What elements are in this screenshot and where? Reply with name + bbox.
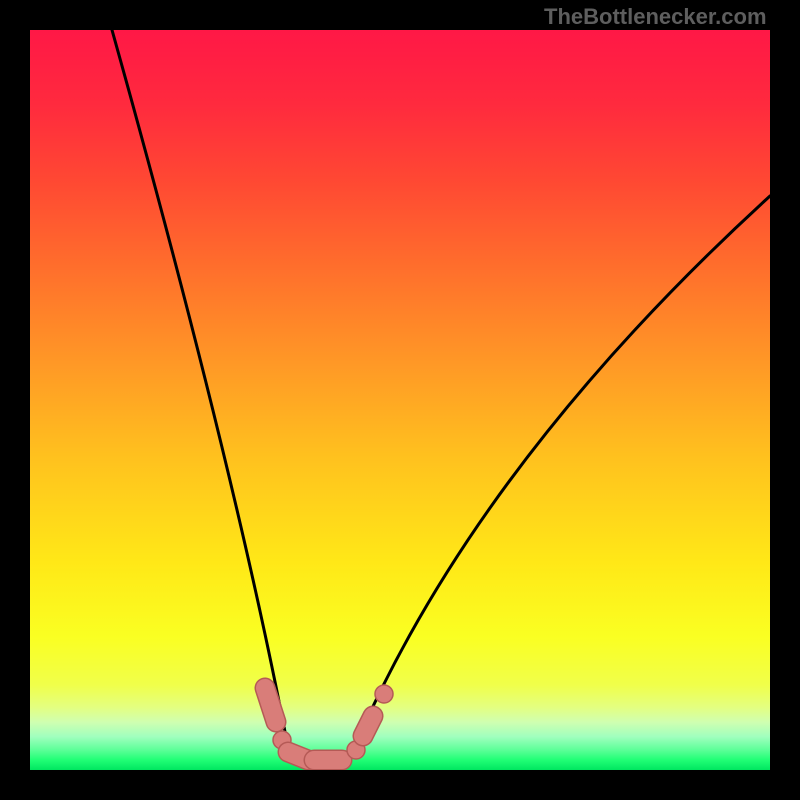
chart-background-gradient [30, 30, 770, 770]
watermark-text: TheBottlenecker.com [544, 4, 767, 30]
marker-capsule-L0 [265, 688, 276, 722]
marker-capsule-R1 [363, 716, 373, 736]
marker-dot-R2 [375, 685, 393, 703]
